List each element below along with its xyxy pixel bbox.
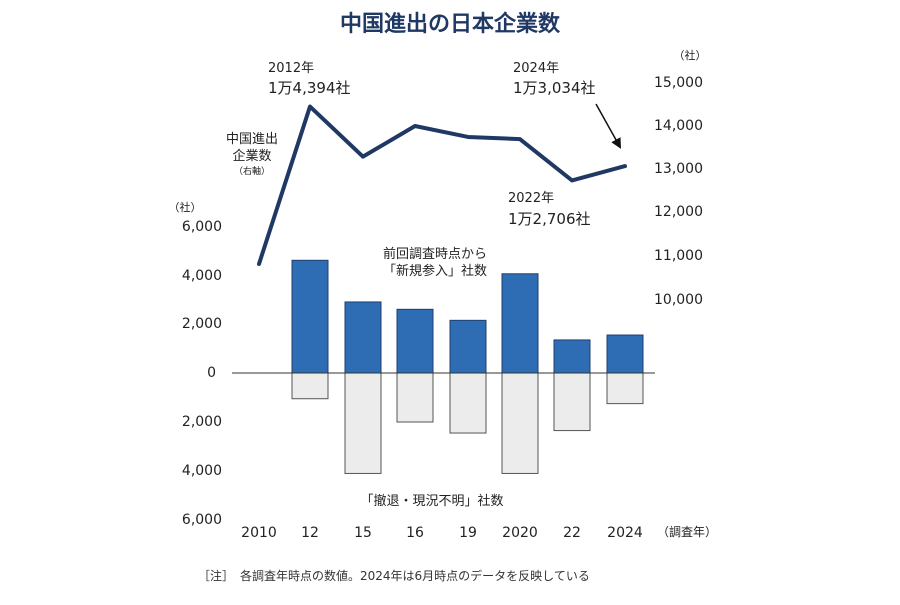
x-axis-unit: （調査年） xyxy=(657,525,717,539)
left-tick-label: 4,000 xyxy=(182,463,222,479)
legend-new-entry-line1: 前回調査時点から xyxy=(383,246,487,262)
right-tick-label: 12,000 xyxy=(654,204,703,220)
right-axis-unit: （社） xyxy=(674,48,707,62)
x-tick-label: 2010 xyxy=(241,525,277,541)
legend-withdrawal: 「撤退・現況不明」社数 xyxy=(360,493,503,509)
annotation-arrow xyxy=(596,104,620,147)
bar-new-entry xyxy=(607,335,643,373)
right-tick-label: 14,000 xyxy=(654,118,703,134)
left-axis-unit: （社） xyxy=(169,200,202,214)
x-tick-label: 2020 xyxy=(502,525,538,541)
annotation-2022-value: 1万2,706社 xyxy=(508,210,591,228)
right-tick-label: 10,000 xyxy=(654,292,703,308)
chart-title: 中国進出の日本企業数 xyxy=(340,11,561,37)
right-tick-label: 11,000 xyxy=(654,248,703,264)
legend-company-count-line1: 中国進出 xyxy=(226,132,278,147)
left-tick-label: 2,000 xyxy=(182,414,222,430)
right-tick-label: 15,000 xyxy=(654,75,703,91)
bar-withdrawal xyxy=(292,373,328,399)
bars-withdrawal xyxy=(292,373,643,473)
x-tick-label: 2024 xyxy=(607,525,643,541)
bar-new-entry xyxy=(554,340,590,373)
bar-withdrawal xyxy=(607,373,643,404)
bar-new-entry xyxy=(292,260,328,373)
bar-withdrawal xyxy=(345,373,381,473)
bar-withdrawal xyxy=(450,373,486,433)
x-tick-label: 15 xyxy=(354,525,372,541)
x-tick-label: 12 xyxy=(301,525,319,541)
bar-withdrawal xyxy=(502,373,538,473)
right-tick-label: 13,000 xyxy=(654,161,703,177)
x-axis-labels: 2010 12 15 16 19 2020 22 2024 xyxy=(241,525,643,541)
annotation-2024-year: 2024年 xyxy=(513,61,559,76)
bar-new-entry xyxy=(345,302,381,373)
bar-new-entry xyxy=(502,274,538,373)
legend-company-count-line2: 企業数 xyxy=(232,148,271,164)
left-tick-label: 2,000 xyxy=(182,316,222,332)
legend-company-count-axis-note: （右軸） xyxy=(234,165,270,177)
bar-withdrawal xyxy=(397,373,433,422)
x-tick-label: 22 xyxy=(563,525,581,541)
left-axis-ticks: 6,000 4,000 2,000 0 2,000 4,000 6,000 xyxy=(182,219,222,528)
bar-new-entry xyxy=(450,320,486,373)
footnote: ［注］ 各調査年時点の数値。2024年は6月時点のデータを反映している xyxy=(198,568,590,583)
x-tick-label: 19 xyxy=(459,525,477,541)
left-tick-label: 0 xyxy=(207,365,216,381)
left-tick-label: 4,000 xyxy=(182,268,222,284)
bar-withdrawal xyxy=(554,373,590,431)
x-tick-label: 16 xyxy=(406,525,424,541)
line-company-count xyxy=(259,106,625,264)
annotation-2024-value: 1万3,034社 xyxy=(513,79,596,97)
left-tick-label: 6,000 xyxy=(182,512,222,528)
bar-new-entry xyxy=(397,309,433,373)
annotation-2012-value: 1万4,394社 xyxy=(268,79,351,97)
annotation-2022-year: 2022年 xyxy=(508,191,554,206)
annotation-2012-year: 2012年 xyxy=(268,61,314,76)
line-company-count-path xyxy=(259,107,625,264)
left-tick-label: 6,000 xyxy=(182,219,222,235)
legend-new-entry-line2: 「新規参入」社数 xyxy=(383,263,487,279)
right-axis-ticks: 15,000 14,000 13,000 12,000 11,000 10,00… xyxy=(654,75,703,308)
